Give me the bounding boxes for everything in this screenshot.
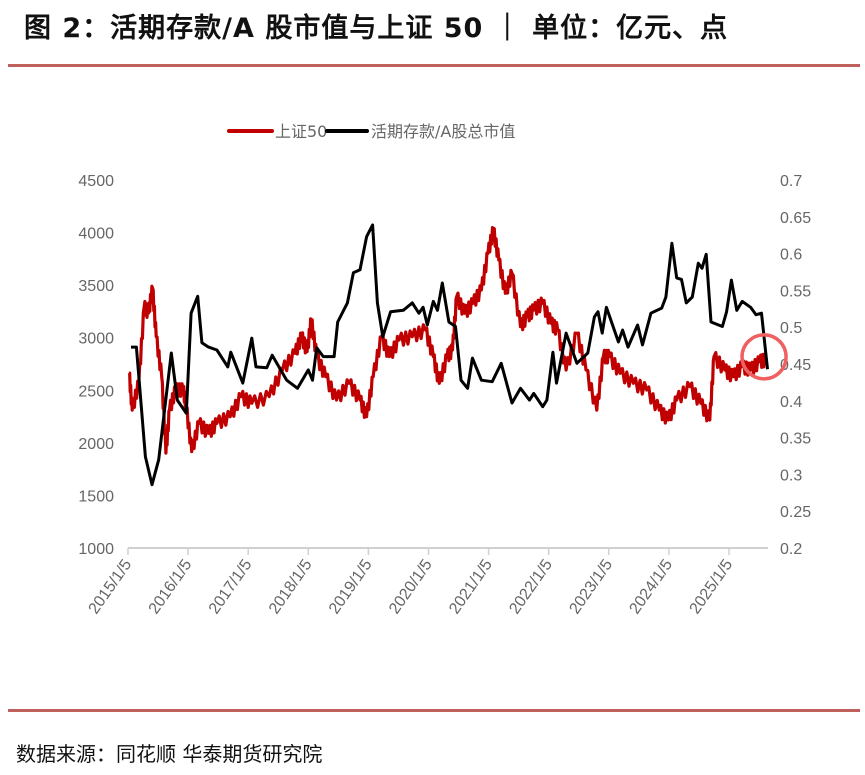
chart: 上证50 活期存款/A股总市值 1000 1500 2000 2500 3000 3500… <box>78 122 811 617</box>
y-right-tick-label: 0.55 <box>780 283 811 300</box>
legend-label-ratio: 活期存款/A股总市值 <box>371 122 515 141</box>
series-line-sz50 <box>128 226 768 455</box>
top-rule <box>8 64 860 67</box>
legend-label-sz50: 上证50 <box>275 122 327 141</box>
x-tick-label: 2020/1/5 <box>386 556 436 617</box>
y-left-tick-label: 1000 <box>78 541 114 558</box>
x-tick-label: 2024/1/5 <box>627 556 677 617</box>
series-line-deposit-ratio <box>131 223 769 487</box>
x-tick-label: 2015/1/5 <box>86 556 136 617</box>
y-left-tick-label: 3500 <box>78 278 114 295</box>
y-right-tick-label: 0.7 <box>780 173 802 190</box>
x-tick-label: 2019/1/5 <box>326 556 376 617</box>
bottom-rule <box>8 709 860 712</box>
x-tick-label: 2023/1/5 <box>566 556 616 617</box>
y-right-tick-label: 0.6 <box>780 247 802 264</box>
y-left-tick-label: 2000 <box>78 436 114 453</box>
y-left-tick-label: 3000 <box>78 331 114 348</box>
y-right-tick-label: 0.3 <box>780 467 802 484</box>
y-left-tick-label: 2500 <box>78 383 114 400</box>
x-tick-label: 2021/1/5 <box>446 556 496 617</box>
y-right-tick-label: 0.25 <box>780 504 811 521</box>
y-right-tick-label: 0.45 <box>780 357 811 374</box>
figure-title: 图 2：活期存款/A 股市值与上证 50 ｜ 单位：亿元、点 <box>24 13 729 44</box>
y-left-tick-label: 1500 <box>78 488 114 505</box>
y-right-tick-label: 0.65 <box>780 210 811 227</box>
y-right-tick-label: 0.4 <box>780 394 802 411</box>
y-left-tick-label: 4500 <box>78 173 114 190</box>
y-right-tick-label: 0.35 <box>780 431 811 448</box>
y-right-tick-label: 0.5 <box>780 320 802 337</box>
x-tick-label: 2016/1/5 <box>146 556 196 617</box>
y-left-tick-label: 4000 <box>78 226 114 243</box>
annotation-circle <box>740 333 788 381</box>
x-tick-label: 2025/1/5 <box>687 556 737 617</box>
x-tick-label: 2017/1/5 <box>206 556 256 617</box>
y-right-tick-label: 0.2 <box>780 541 802 558</box>
legend: 上证50 活期存款/A股总市值 <box>227 122 515 141</box>
data-source: 数据来源：同花顺 华泰期货研究院 <box>16 742 323 766</box>
x-tick-label: 2018/1/5 <box>266 556 316 617</box>
x-tick-label: 2022/1/5 <box>506 556 556 617</box>
